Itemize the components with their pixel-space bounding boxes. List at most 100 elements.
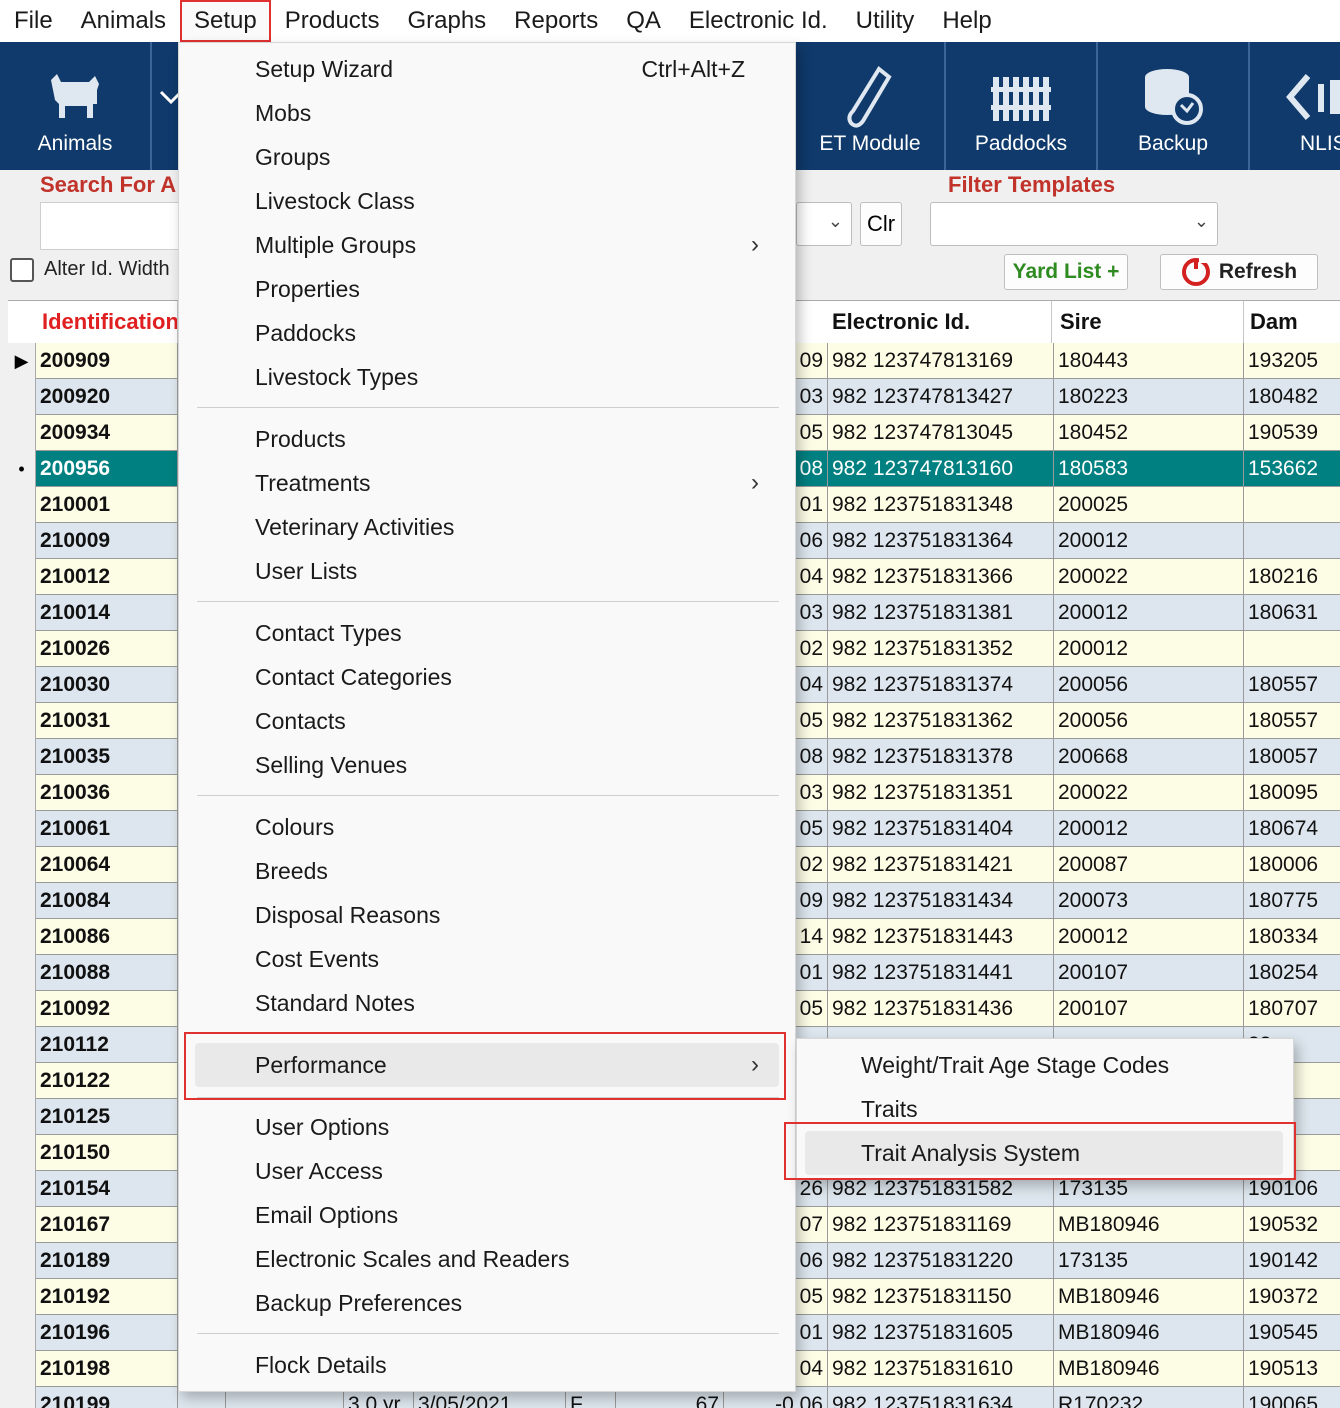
menu-setup[interactable]: Setup bbox=[180, 0, 271, 42]
menu-graphs[interactable]: Graphs bbox=[407, 7, 487, 34]
table-row[interactable]: 210014 03 982 123751831381 200012 180631 bbox=[8, 595, 1340, 631]
menu-item-user-lists[interactable]: User Lists bbox=[195, 549, 779, 593]
row-indicator[interactable] bbox=[8, 739, 36, 775]
menu-item-performance[interactable]: Performance › bbox=[195, 1043, 779, 1087]
row-indicator[interactable] bbox=[8, 811, 36, 847]
menu-item-livestock-class[interactable]: Livestock Class bbox=[195, 179, 779, 223]
menu-item-properties[interactable]: Properties bbox=[195, 267, 779, 311]
menu-item-multiple-groups[interactable]: Multiple Groups › bbox=[195, 223, 779, 267]
row-indicator[interactable] bbox=[8, 1387, 36, 1408]
submenu-trait-analysis-system[interactable]: Trait Analysis System bbox=[805, 1131, 1283, 1175]
row-indicator[interactable] bbox=[8, 1207, 36, 1243]
row-indicator[interactable] bbox=[8, 487, 36, 523]
row-indicator[interactable] bbox=[8, 667, 36, 703]
row-indicator[interactable] bbox=[8, 523, 36, 559]
menu-item-backup-preferences[interactable]: Backup Preferences bbox=[195, 1281, 779, 1325]
search-field-combo[interactable]: ⌄ bbox=[796, 202, 852, 246]
row-indicator[interactable] bbox=[8, 559, 36, 595]
table-row[interactable]: 210086 14 982 123751831443 200012 180334 bbox=[8, 919, 1340, 955]
submenu-traits[interactable]: Traits bbox=[861, 1096, 918, 1122]
menu-reports[interactable]: Reports bbox=[514, 7, 599, 34]
menu-qa[interactable]: QA bbox=[626, 7, 661, 34]
menu-item-colours[interactable]: Colours bbox=[195, 805, 779, 849]
header-dam[interactable]: Dam bbox=[1244, 301, 1340, 343]
menu-item-setup-wizard[interactable]: Setup Wizard Ctrl+Alt+Z bbox=[195, 47, 779, 91]
row-indicator[interactable] bbox=[8, 883, 36, 919]
row-indicator[interactable] bbox=[8, 1027, 36, 1063]
row-indicator[interactable]: ▶ bbox=[8, 343, 36, 379]
row-indicator[interactable] bbox=[8, 955, 36, 991]
menu-animals[interactable]: Animals bbox=[80, 7, 167, 34]
menu-item-cost-events[interactable]: Cost Events bbox=[195, 937, 779, 981]
row-indicator[interactable] bbox=[8, 595, 36, 631]
menu-item-paddocks[interactable]: Paddocks bbox=[195, 311, 779, 355]
row-indicator[interactable] bbox=[8, 1279, 36, 1315]
table-row[interactable]: 210036 03 982 123751831351 200022 180095 bbox=[8, 775, 1340, 811]
row-indicator[interactable] bbox=[8, 1063, 36, 1099]
menu-item-selling-venues[interactable]: Selling Venues bbox=[195, 743, 779, 787]
menu-item-veterinary-activities[interactable]: Veterinary Activities bbox=[195, 505, 779, 549]
menu-item-treatments[interactable]: Treatments › bbox=[195, 461, 779, 505]
alter-width-checkbox[interactable] bbox=[10, 258, 34, 282]
menu-item-flock-details[interactable]: Flock Details bbox=[195, 1343, 779, 1387]
table-row[interactable]: 210061 05 982 123751831404 200012 180674 bbox=[8, 811, 1340, 847]
table-row[interactable]: 210026 02 982 123751831352 200012 bbox=[8, 631, 1340, 667]
menu-item-contact-categories[interactable]: Contact Categories bbox=[195, 655, 779, 699]
menu-item-electronic-scales-and-readers[interactable]: Electronic Scales and Readers bbox=[195, 1237, 779, 1281]
menu-item-standard-notes[interactable]: Standard Notes bbox=[195, 981, 779, 1025]
menu-item-products[interactable]: Products bbox=[195, 417, 779, 461]
row-indicator[interactable] bbox=[8, 379, 36, 415]
table-row[interactable]: 210031 05 982 123751831362 200056 180557 bbox=[8, 703, 1340, 739]
row-indicator[interactable] bbox=[8, 1315, 36, 1351]
refresh-button[interactable]: Refresh bbox=[1160, 254, 1318, 290]
et-module-toolbar-button[interactable]: ET Module bbox=[796, 42, 946, 170]
table-row[interactable]: 210167 07 982 123751831169 MB180946 190532 bbox=[8, 1207, 1340, 1243]
table-row[interactable]: 210196 01 982 123751831605 MB180946 190545 bbox=[8, 1315, 1340, 1351]
row-indicator[interactable] bbox=[8, 1135, 36, 1171]
menu-item-groups[interactable]: Groups bbox=[195, 135, 779, 179]
menu-help[interactable]: Help bbox=[942, 7, 992, 34]
header-identification[interactable]: Identification bbox=[36, 301, 178, 343]
table-row[interactable]: 200920 03 982 123747813427 180223 180482 bbox=[8, 379, 1340, 415]
row-indicator[interactable] bbox=[8, 1171, 36, 1207]
filter-templates-combo[interactable]: ⌄ bbox=[930, 202, 1218, 246]
header-electronic-id[interactable]: Electronic Id. bbox=[826, 301, 1052, 343]
row-indicator[interactable] bbox=[8, 703, 36, 739]
menu-item-user-access[interactable]: User Access bbox=[195, 1149, 779, 1193]
menu-utility[interactable]: Utility bbox=[855, 7, 915, 34]
menu-file[interactable]: File bbox=[14, 7, 53, 34]
row-indicator[interactable] bbox=[8, 775, 36, 811]
menu-item-mobs[interactable]: Mobs bbox=[195, 91, 779, 135]
clear-button[interactable]: Clr bbox=[860, 202, 902, 246]
menu-electronic-id[interactable]: Electronic Id. bbox=[688, 7, 828, 34]
menu-item-contacts[interactable]: Contacts bbox=[195, 699, 779, 743]
table-row[interactable]: 210084 09 982 123751831434 200073 180775 bbox=[8, 883, 1340, 919]
table-row[interactable]: 210035 08 982 123751831378 200668 180057 bbox=[8, 739, 1340, 775]
menu-products[interactable]: Products bbox=[284, 7, 380, 34]
row-indicator[interactable] bbox=[8, 991, 36, 1027]
row-indicator[interactable] bbox=[8, 415, 36, 451]
table-row[interactable]: 210199 3.0 yr 3/05/2021 F 67 -0.06 982 1237518… bbox=[8, 1387, 1340, 1408]
menu-item-disposal-reasons[interactable]: Disposal Reasons bbox=[195, 893, 779, 937]
menu-item-user-options[interactable]: User Options bbox=[195, 1105, 779, 1149]
row-indicator[interactable]: • bbox=[8, 451, 36, 487]
row-indicator[interactable] bbox=[8, 631, 36, 667]
search-input[interactable] bbox=[40, 202, 190, 250]
header-sire[interactable]: Sire bbox=[1054, 301, 1244, 343]
animals-toolbar-button[interactable]: Animals bbox=[0, 42, 152, 170]
yard-list-button[interactable]: Yard List + bbox=[1004, 254, 1128, 290]
menu-item-breeds[interactable]: Breeds bbox=[195, 849, 779, 893]
table-row[interactable]: 210192 05 982 123751831150 MB180946 190372 bbox=[8, 1279, 1340, 1315]
row-indicator[interactable] bbox=[8, 1243, 36, 1279]
menu-item-email-options[interactable]: Email Options bbox=[195, 1193, 779, 1237]
backup-toolbar-button[interactable]: Backup bbox=[1098, 42, 1250, 170]
nlis-toolbar-button[interactable]: NLIS bbox=[1250, 42, 1340, 170]
row-indicator[interactable] bbox=[8, 1351, 36, 1387]
row-indicator[interactable] bbox=[8, 847, 36, 883]
row-indicator[interactable] bbox=[8, 1099, 36, 1135]
menu-item-livestock-types[interactable]: Livestock Types bbox=[195, 355, 779, 399]
submenu-weight-trait-age-stage-codes[interactable]: Weight/Trait Age Stage Codes bbox=[861, 1052, 1170, 1078]
row-indicator[interactable] bbox=[8, 919, 36, 955]
paddocks-toolbar-button[interactable]: Paddocks bbox=[946, 42, 1098, 170]
menu-item-contact-types[interactable]: Contact Types bbox=[195, 611, 779, 655]
